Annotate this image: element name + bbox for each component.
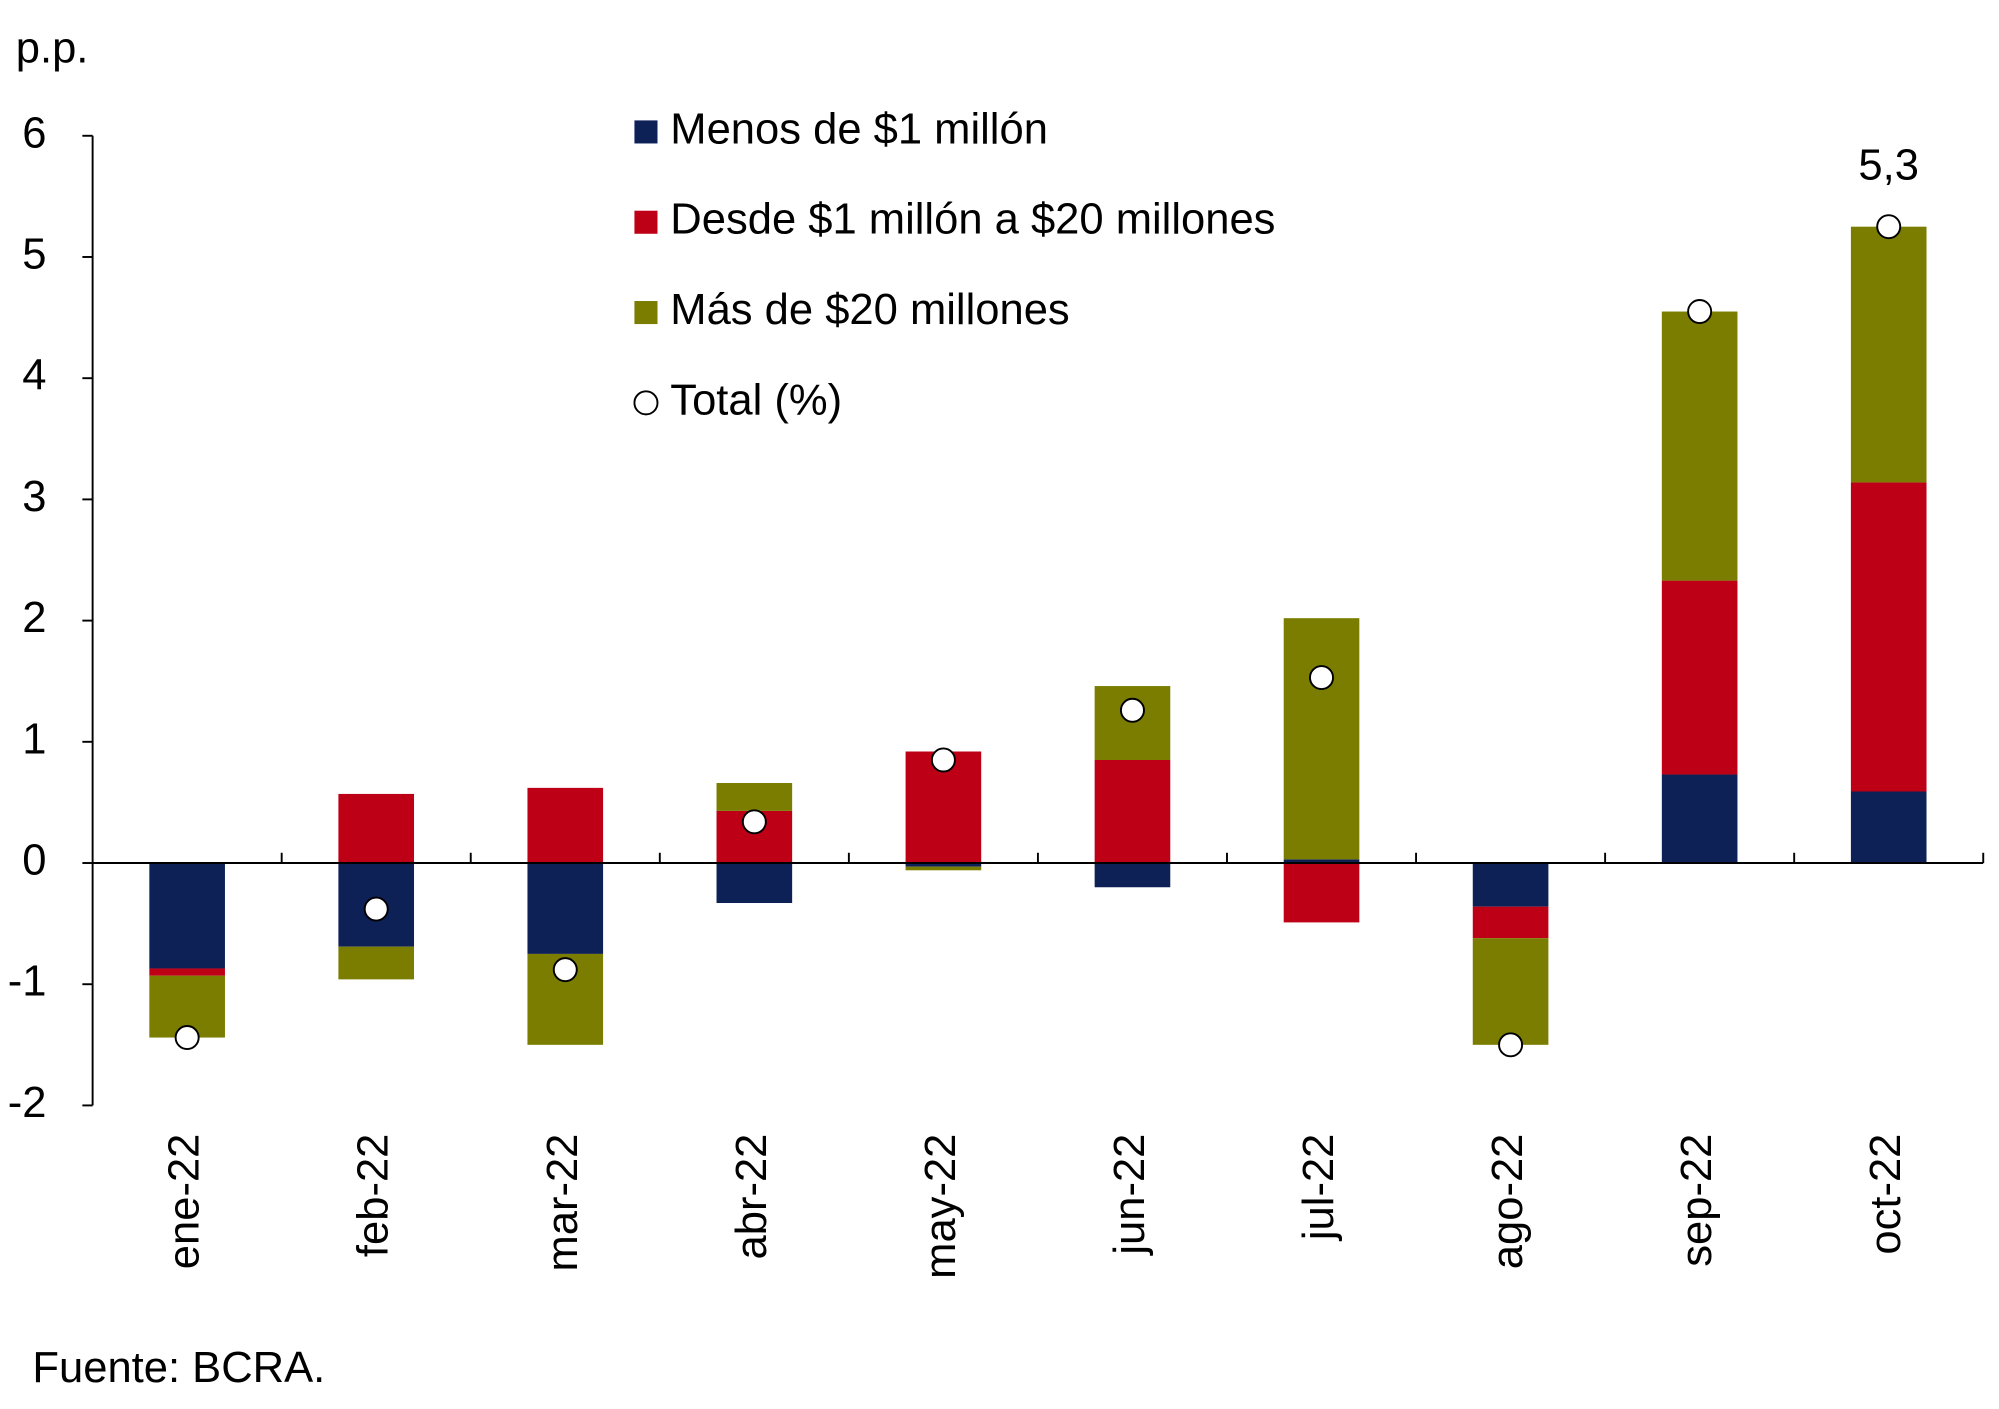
total-marker (1498, 1032, 1524, 1058)
y-tick-label: -2 (8, 1079, 47, 1127)
total-marker (552, 957, 578, 983)
total-marker (930, 747, 956, 773)
legend-label: Menos de $1 millón (670, 105, 1048, 153)
bar-segment (1283, 618, 1360, 860)
bar-segment (1283, 859, 1360, 864)
bar-segment (716, 783, 793, 811)
x-tick-label: mar-22 (539, 1134, 587, 1272)
bar-segment (1850, 791, 1927, 864)
total-marker (363, 896, 389, 922)
legend-marker (633, 390, 659, 416)
y-tick-label: 2 (22, 594, 46, 642)
bar-segment (527, 863, 604, 954)
bar-segment (149, 863, 225, 969)
bar-segment (1094, 686, 1171, 760)
bar-segment (716, 863, 793, 904)
bar-segment (1472, 906, 1549, 939)
bar-segment (1661, 311, 1738, 581)
x-tick-label: feb-22 (350, 1134, 398, 1257)
legend-swatch (634, 210, 658, 234)
legend-label: Total (%) (670, 376, 842, 424)
total-marker (1876, 214, 1902, 240)
y-tick-label: 0 (22, 837, 46, 885)
y-tick-label: 3 (22, 473, 46, 521)
x-tick-label: jun-22 (1106, 1134, 1154, 1257)
x-tick-label: ago-22 (1484, 1134, 1532, 1270)
bar-segment (905, 866, 982, 871)
bar-segment (1094, 863, 1171, 888)
x-tick-label: oct-22 (1862, 1134, 1910, 1255)
bar-segment (1472, 938, 1549, 1045)
bar-segment (1850, 226, 1927, 483)
total-marker (1309, 665, 1335, 691)
legend-label: Más de $20 millones (670, 286, 1069, 334)
x-tick-label: jul-22 (1295, 1134, 1343, 1243)
legend-swatch (634, 301, 658, 325)
y-tick-label: 6 (22, 109, 46, 157)
y-tick-label: 4 (22, 352, 46, 400)
total-marker (1687, 299, 1713, 325)
y-tick-label: 1 (22, 715, 46, 763)
x-tick-label: may-22 (917, 1134, 965, 1279)
y-tick-label: 5 (22, 230, 46, 278)
bar-segment (905, 863, 982, 867)
bar-segment (149, 968, 225, 976)
bar-segment (1661, 774, 1738, 864)
bar-segment (1472, 863, 1549, 907)
legend-swatch (634, 120, 658, 144)
bar-segment (1661, 580, 1738, 775)
x-tick-label: sep-22 (1673, 1134, 1721, 1267)
total-marker (741, 809, 767, 835)
bar-segment (1094, 759, 1171, 864)
total-marker (1119, 697, 1145, 723)
y-axis-unit: p.p. (16, 25, 89, 73)
bar-segment (338, 793, 415, 864)
bar-segment (1850, 482, 1927, 792)
x-tick-label: ene-22 (161, 1134, 209, 1270)
legend-label: Desde $1 millón a $20 millones (670, 196, 1275, 244)
y-tick-label: -1 (8, 958, 47, 1006)
value-label: 5,3 (1858, 141, 1919, 189)
source-note: Fuente: BCRA. (32, 1344, 325, 1392)
bar-segment (527, 787, 604, 864)
x-tick-label: abr-22 (728, 1134, 776, 1260)
bar-segment (338, 946, 415, 980)
bar-segment (1283, 863, 1360, 923)
total-marker (174, 1025, 200, 1051)
